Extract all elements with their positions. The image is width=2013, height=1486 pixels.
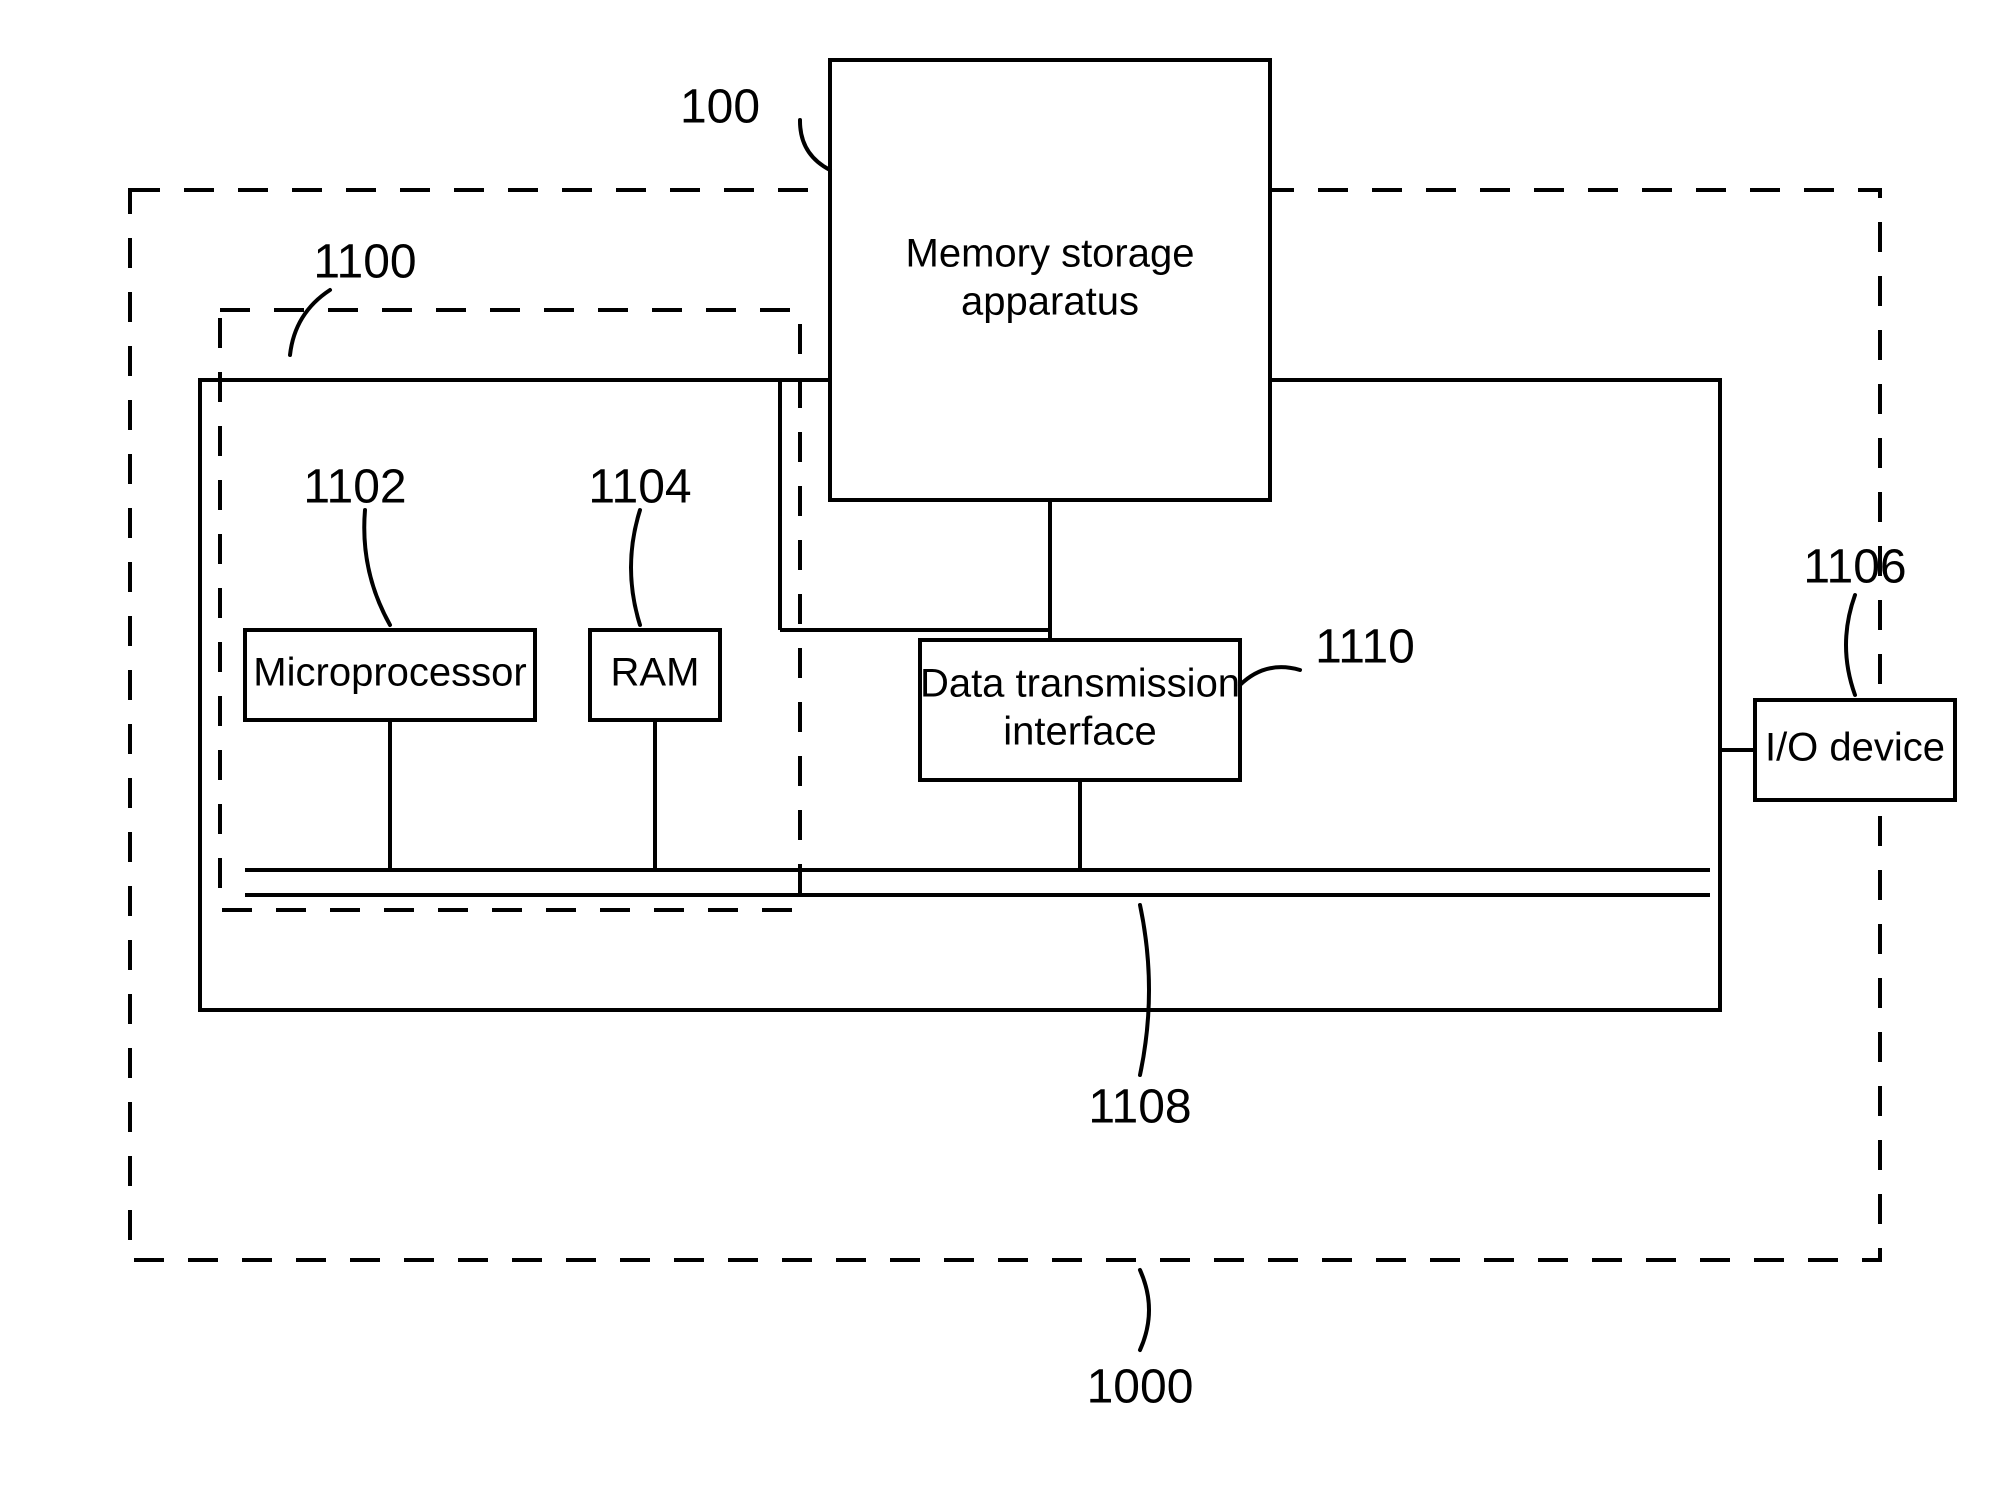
microprocessor-box-label: Microprocessor <box>253 651 526 695</box>
ref-1104: 1104 <box>588 461 691 514</box>
ref-100: 100 <box>680 81 760 134</box>
io-device-box-label: I/O device <box>1765 726 1945 770</box>
ref-1106: 1106 <box>1803 541 1906 594</box>
data-transmission-box-label: interface <box>1003 710 1156 754</box>
ref-1110: 1110 <box>1315 621 1415 674</box>
memory-storage-box-label: apparatus <box>961 280 1139 324</box>
memory-storage-box-label: Memory storage <box>906 232 1195 276</box>
ref-1000: 1000 <box>1087 1361 1194 1414</box>
ram-box-label: RAM <box>611 651 700 695</box>
ref-1108: 1108 <box>1088 1081 1191 1134</box>
ref-1100: 1100 <box>313 236 416 289</box>
block-diagram: Memory storageapparatus Microprocessor RAM… <box>0 0 2013 1486</box>
data-transmission-box-label: Data transmission <box>920 662 1240 706</box>
ref-1102: 1102 <box>303 461 406 514</box>
